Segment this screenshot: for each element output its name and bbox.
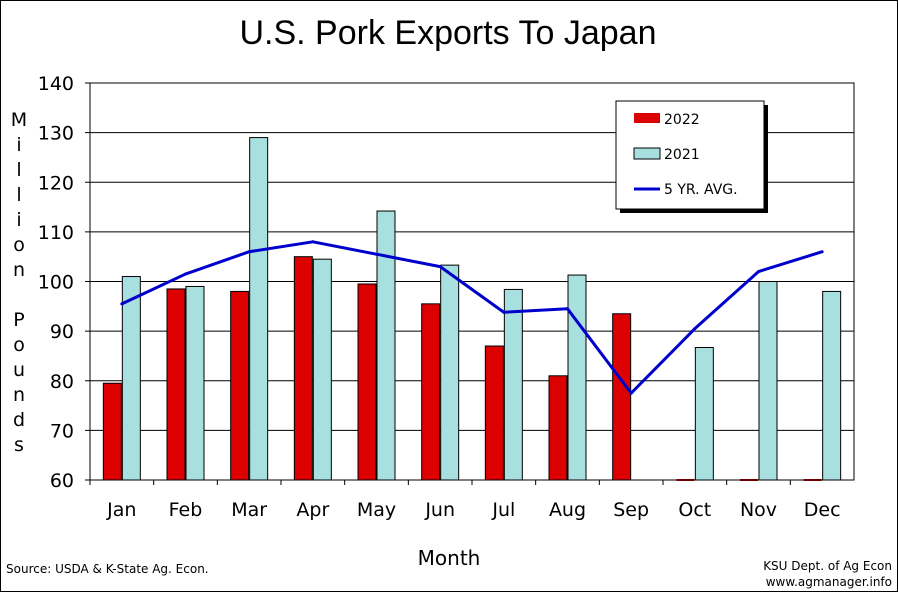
bar-2021 — [822, 290, 842, 481]
bar-2021 — [121, 276, 141, 481]
x-tick-label: May — [357, 499, 396, 521]
bar-2022 — [357, 283, 377, 481]
bar-2021 — [312, 258, 332, 481]
bar-2021 — [694, 347, 714, 481]
x-tick-label: Nov — [740, 499, 777, 521]
plot-border — [89, 82, 855, 481]
bar-2022 — [548, 375, 568, 481]
x-tick-label: Mar — [231, 499, 267, 521]
credit-line-2: www.agmanager.info — [765, 575, 892, 589]
y-tick-label: 120 — [38, 172, 74, 194]
bar-2022 — [166, 288, 186, 481]
avg-point — [247, 250, 251, 254]
bar-2021 — [440, 264, 460, 481]
y-tick-label: 100 — [38, 272, 74, 294]
bar-2022 — [293, 256, 313, 481]
avg-point — [629, 391, 633, 395]
x-tick-label: Jul — [491, 499, 515, 521]
bar-2022 — [230, 290, 250, 481]
x-tick-label: Dec — [804, 499, 841, 521]
bar-2022 — [421, 303, 441, 481]
x-tick-label: Apr — [296, 499, 329, 521]
x-tick-label: Feb — [169, 499, 203, 521]
bar-2022 — [612, 313, 632, 481]
x-tick-label: Jan — [106, 499, 136, 521]
source-note: Source: USDA & K-State Ag. Econ. — [6, 562, 209, 576]
chart-title: U.S. Pork Exports To Japan — [239, 14, 657, 52]
legend-label-avg: 5 YR. AVG. — [664, 182, 738, 198]
avg-point — [184, 272, 187, 276]
legend-label-2021: 2021 — [664, 147, 700, 163]
bar-2021 — [249, 137, 269, 481]
bar-2022 — [484, 345, 504, 481]
bar-2021 — [567, 274, 587, 481]
legend-swatch-2022 — [634, 113, 660, 123]
y-tick-label: 90 — [50, 321, 74, 343]
avg-point — [820, 250, 824, 254]
bar-2021 — [185, 285, 205, 481]
avg-point — [566, 307, 569, 311]
avg-point — [757, 270, 760, 274]
avg-point — [120, 302, 124, 306]
x-tick-label: Oct — [678, 499, 711, 521]
avg-point — [438, 265, 442, 269]
x-tick-label: Aug — [549, 499, 586, 521]
x-tick-label: Sep — [613, 499, 649, 521]
x-tick-label: Jun — [424, 499, 455, 521]
credit-line-1: KSU Dept. of Ag Econ — [763, 559, 892, 573]
bar-2021 — [376, 210, 396, 481]
y-tick-label: 80 — [50, 371, 74, 393]
avg-point — [693, 327, 697, 331]
credit-note: KSU Dept. of Ag Econ www.agmanager.info — [763, 558, 892, 590]
avg-point — [375, 252, 378, 256]
y-tick-label: 130 — [38, 123, 74, 145]
avg-point — [311, 240, 315, 244]
avg-line — [121, 240, 823, 395]
y-tick-label: 140 — [38, 73, 74, 95]
legend-label-2022: 2022 — [664, 112, 700, 128]
x-axis-label: Month — [417, 546, 481, 570]
y-tick-label: 60 — [50, 470, 74, 492]
bar-2021 — [758, 281, 778, 481]
avg-point — [502, 310, 506, 314]
bar-2021 — [503, 288, 523, 481]
bar-2022 — [102, 382, 122, 481]
legend-swatch-2021 — [633, 147, 661, 160]
y-tick-label: 70 — [50, 420, 74, 442]
y-tick-label: 110 — [38, 222, 74, 244]
